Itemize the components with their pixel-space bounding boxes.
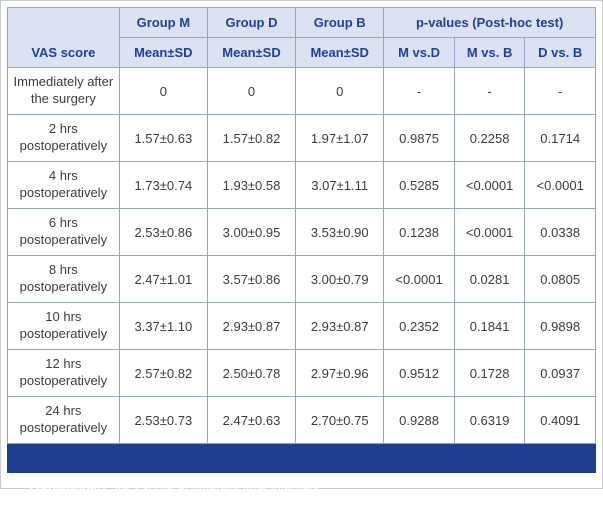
cell: 3.00±0.95 bbox=[206, 208, 297, 256]
cell: 0.4091 bbox=[524, 396, 596, 444]
cell: 0.9898 bbox=[524, 302, 596, 350]
cell: 3.53±0.90 bbox=[295, 208, 385, 256]
cell: 3.07±1.11 bbox=[295, 161, 385, 209]
cell: 2.97±0.96 bbox=[295, 349, 385, 397]
cell: 0 bbox=[206, 67, 297, 115]
subheader-m-vs-b: M vs. B bbox=[453, 37, 526, 68]
cell: 3.00±0.79 bbox=[295, 255, 385, 303]
row-label: Immediately after the surgery bbox=[7, 67, 120, 115]
subheader-m-vs-d: M vs.D bbox=[383, 37, 455, 68]
cell: 3.57±0.86 bbox=[206, 255, 297, 303]
subheader-mean-sd-b: Mean±SD bbox=[295, 37, 385, 68]
cell: 0.9875 bbox=[383, 114, 455, 162]
row-label: 8 hrs postoperatively bbox=[7, 255, 120, 303]
cell: 0.0805 bbox=[524, 255, 596, 303]
cell: 0.2352 bbox=[383, 302, 455, 350]
figure-frame: VAS score Group M Group D Group B p-valu… bbox=[0, 0, 603, 489]
cell: 1.97±1.07 bbox=[295, 114, 385, 162]
row-header-vas-score: VAS score bbox=[7, 7, 120, 68]
column-header-pvalues: p-values (Post-hoc test) bbox=[383, 7, 596, 38]
cell: - bbox=[524, 67, 596, 115]
group-header-row: VAS score Group M Group D Group B p-valu… bbox=[7, 7, 596, 68]
cell: 0 bbox=[118, 67, 208, 115]
row-label: 10 hrs postoperatively bbox=[7, 302, 120, 350]
cell: 1.73±0.74 bbox=[118, 161, 208, 209]
column-header-group-d: Group D bbox=[206, 7, 297, 38]
table-row: 6 hrs postoperatively 2.53±0.86 3.00±0.9… bbox=[7, 208, 596, 256]
table-row: 10 hrs postoperatively 3.37±1.10 2.93±0.… bbox=[7, 302, 596, 350]
row-label: 6 hrs postoperatively bbox=[7, 208, 120, 256]
cell: 0.0338 bbox=[524, 208, 596, 256]
cell: 0.6319 bbox=[453, 396, 526, 444]
table-row: Immediately after the surgery 0 0 0 - - … bbox=[7, 67, 596, 115]
cell: 0.2258 bbox=[453, 114, 526, 162]
cell: 2.93±0.87 bbox=[206, 302, 297, 350]
cell: 2.47±0.63 bbox=[206, 396, 297, 444]
cell: 0.1841 bbox=[453, 302, 526, 350]
cell: <0.0001 bbox=[383, 255, 455, 303]
table-row: 24 hrs postoperatively 2.53±0.73 2.47±0.… bbox=[7, 396, 596, 444]
cell: 0.1714 bbox=[524, 114, 596, 162]
cell: 1.57±0.82 bbox=[206, 114, 297, 162]
cell: 2.50±0.78 bbox=[206, 349, 297, 397]
subheader-mean-sd-m: Mean±SD bbox=[118, 37, 208, 68]
cell: <0.0001 bbox=[524, 161, 596, 209]
cell: 2.53±0.73 bbox=[118, 396, 208, 444]
subheader-row: Mean±SD Mean±SD Mean±SD M vs.D M vs. B D… bbox=[8, 37, 596, 68]
cell: 2.70±0.75 bbox=[295, 396, 385, 444]
vas-score-table: VAS score Group M Group D Group B p-valu… bbox=[7, 7, 596, 444]
cell: 2.47±1.01 bbox=[118, 255, 208, 303]
subheader-mean-sd-d: Mean±SD bbox=[206, 37, 297, 68]
cell: 0.1728 bbox=[453, 349, 526, 397]
table-row: 2 hrs postoperatively 1.57±0.63 1.57±0.8… bbox=[7, 114, 596, 162]
cell: 0.5285 bbox=[383, 161, 455, 209]
cell: 0 bbox=[295, 67, 385, 115]
cell: 0.0937 bbox=[524, 349, 596, 397]
cell: 3.37±1.10 bbox=[118, 302, 208, 350]
cell: 0.9512 bbox=[383, 349, 455, 397]
cell: 2.53±0.86 bbox=[118, 208, 208, 256]
cell: 2.57±0.82 bbox=[118, 349, 208, 397]
caption-text: VAS score at different time intervals. bbox=[110, 480, 323, 495]
cell: 0.0281 bbox=[453, 255, 526, 303]
cell: 1.57±0.63 bbox=[118, 114, 208, 162]
cell: <0.0001 bbox=[453, 208, 526, 256]
cell: 0.9288 bbox=[383, 396, 455, 444]
figure-caption: [Table/Fig-4]: VAS score at different ti… bbox=[7, 444, 596, 495]
cell: - bbox=[383, 67, 455, 115]
row-label: 12 hrs postoperatively bbox=[7, 349, 120, 397]
table-row: 12 hrs postoperatively 2.57±0.82 2.50±0.… bbox=[7, 349, 596, 397]
cell: 0.1238 bbox=[383, 208, 455, 256]
cell: - bbox=[453, 67, 526, 115]
cell: <0.0001 bbox=[453, 161, 526, 209]
column-header-group-m: Group M bbox=[118, 7, 208, 38]
caption-tag: [Table/Fig-4]: bbox=[29, 480, 111, 495]
cell: 1.93±0.58 bbox=[206, 161, 297, 209]
row-label: 2 hrs postoperatively bbox=[7, 114, 120, 162]
table-row: 4 hrs postoperatively 1.73±0.74 1.93±0.5… bbox=[7, 161, 596, 209]
subheader-d-vs-b: D vs. B bbox=[524, 37, 596, 68]
table-row: 8 hrs postoperatively 2.47±1.01 3.57±0.8… bbox=[7, 255, 596, 303]
row-label: 4 hrs postoperatively bbox=[7, 161, 120, 209]
row-label: 24 hrs postoperatively bbox=[7, 396, 120, 444]
cell: 2.93±0.87 bbox=[295, 302, 385, 350]
column-header-group-b: Group B bbox=[295, 7, 385, 38]
